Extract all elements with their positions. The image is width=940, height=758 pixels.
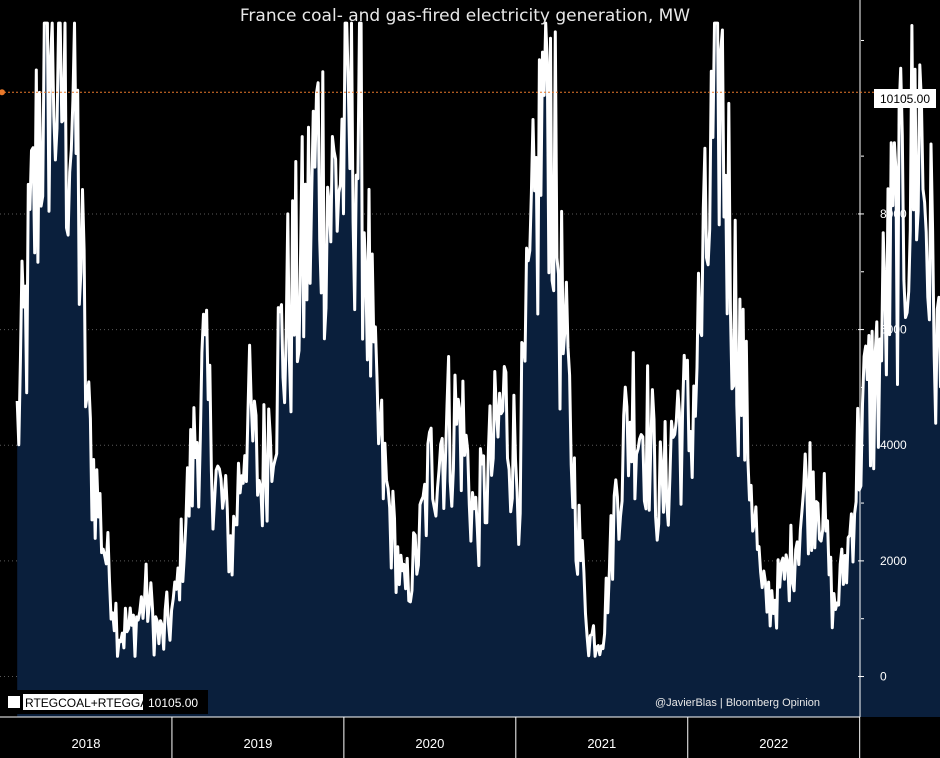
x-tick-label: 2021: [587, 736, 616, 751]
legend-series-name-box: [23, 694, 143, 710]
y-tick-label: 8000: [880, 207, 907, 221]
reference-line-marker: [0, 89, 5, 96]
y-tick-label: 0: [880, 670, 887, 684]
last-value-badge-text: 10105.00: [880, 92, 930, 106]
x-tick-label: 2018: [72, 736, 101, 751]
legend-last-value: 10105.00: [148, 696, 198, 710]
series-line: [15, 21, 940, 658]
last-value-badge-box: [874, 89, 936, 108]
y-tick-label: 6000: [880, 323, 907, 337]
x-axis-ticks: 2018 2019 2020 2021 2022: [72, 717, 861, 758]
series-area: [17, 23, 940, 717]
credit-text: @JavierBlas | Bloomberg Opinion: [655, 697, 820, 709]
plot-frame: [0, 0, 861, 718]
last-value-badge: 10105.00: [874, 89, 936, 108]
x-tick-label: 2022: [759, 736, 788, 751]
x-tick-label: 2020: [415, 736, 444, 751]
y-tick-label: 4000: [880, 438, 907, 452]
legend: RTEGCOAL+RTEGGAS 10105.00: [1, 690, 208, 714]
x-tick-label: 2019: [243, 736, 272, 751]
y-axis-ticks: 0 2000 4000 6000 8000: [858, 39, 907, 684]
chart-title: France coal- and gas-fired electricity g…: [240, 6, 690, 26]
legend-series-name: RTEGCOAL+RTEGGAS: [25, 696, 156, 710]
legend-swatch: [8, 696, 20, 708]
y-tick-label: 2000: [880, 554, 907, 568]
